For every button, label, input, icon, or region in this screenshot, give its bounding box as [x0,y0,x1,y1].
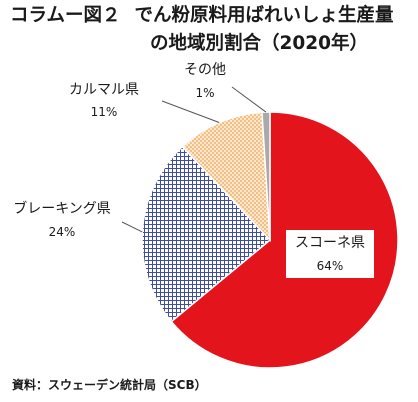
slice-percent-other: 1% [195,86,214,100]
source-note: 資料：スウェーデン統計局（SCB） [12,378,207,392]
slice-kalmar [181,111,271,243]
label-box-skane [286,230,374,278]
figure-label: コラムー図２ [10,5,121,26]
slice-blekinge [141,145,272,323]
slice-other [261,111,271,241]
slice-name-blekinge: ブレーキング県 [13,200,111,217]
title-line-1: でん粉原料用ばれいしょ生産量 [134,5,394,26]
leader-line-other [231,86,267,113]
chart-title: コラムー図２ でん粉原料用ばれいしょ生産量 の地域別割合（2020年） [10,2,414,58]
leader-line-blekinge [121,221,143,233]
slice-name-kalmar: カルマル県 [69,82,139,98]
slice-name-other: その他 [184,62,226,78]
slice-percent-skane: 64% [317,259,344,273]
slice-name-skane: スコーネ県 [295,235,365,251]
leader-line-kalmar [161,100,220,123]
slice-percent-blekinge: 24% [49,225,76,239]
title-line-2: の地域別割合（2020年） [150,33,368,54]
slice-skane [170,111,399,369]
slice-percent-kalmar: 11% [91,105,118,119]
